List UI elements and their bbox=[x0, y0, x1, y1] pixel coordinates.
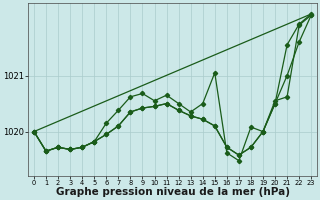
X-axis label: Graphe pression niveau de la mer (hPa): Graphe pression niveau de la mer (hPa) bbox=[56, 187, 290, 197]
